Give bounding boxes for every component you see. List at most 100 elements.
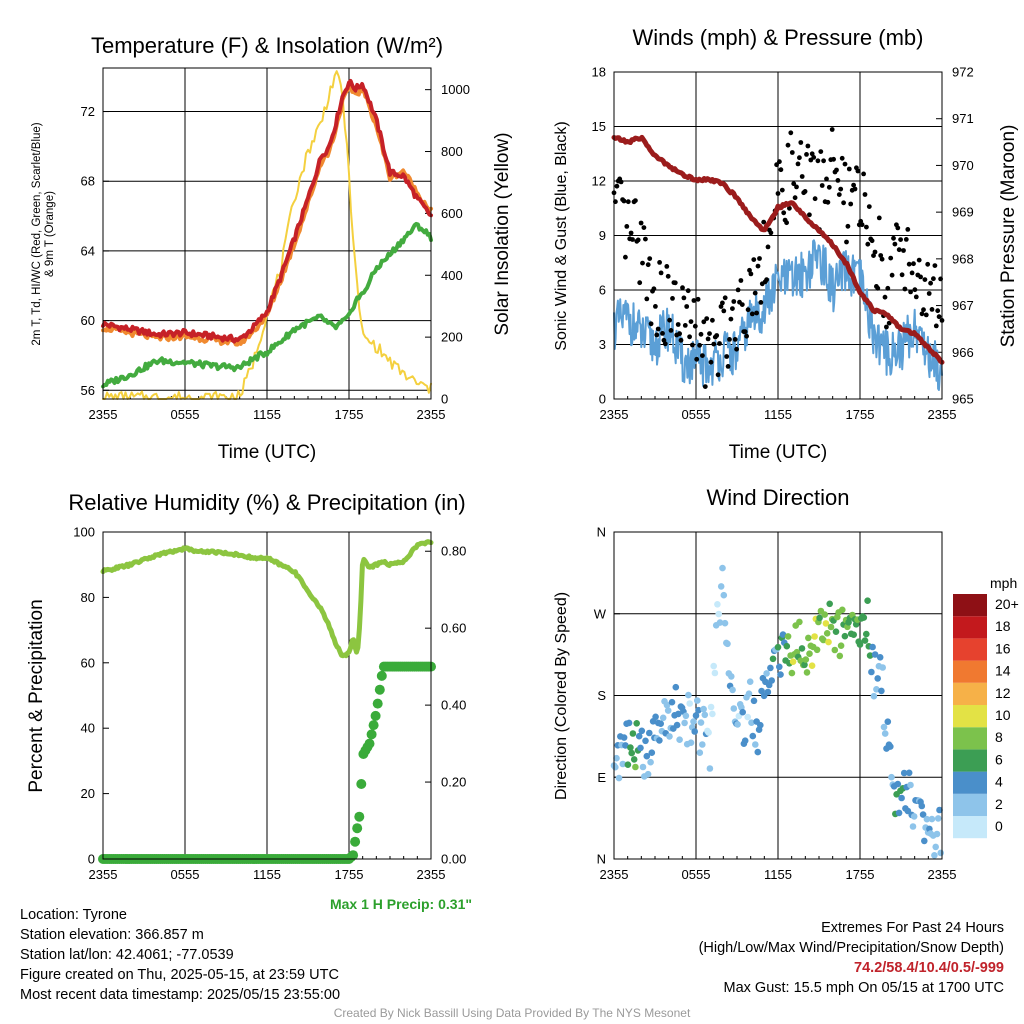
- direction-point: [741, 737, 749, 744]
- gust-point: [799, 174, 805, 179]
- direction-point: [868, 668, 875, 676]
- y-tick-label: 72: [81, 104, 95, 119]
- direction-point: [685, 691, 692, 699]
- legend-swatch: [953, 616, 987, 639]
- gust-point: [677, 331, 682, 337]
- gust-point: [774, 162, 779, 168]
- pressure-line: [611, 134, 945, 365]
- gust-point: [701, 319, 707, 325]
- direction-point: [656, 737, 663, 744]
- direction-point: [870, 692, 878, 700]
- direction-point: [695, 706, 702, 714]
- gust-point: [614, 183, 620, 189]
- gust-point: [781, 210, 787, 216]
- x-tick-label: 2355: [600, 407, 629, 422]
- gust-point: [645, 262, 651, 268]
- gust-point: [654, 332, 660, 338]
- direction-point: [648, 749, 656, 756]
- direction-point: [627, 744, 634, 751]
- direction-point: [881, 730, 889, 737]
- gust-point: [891, 235, 896, 241]
- gust-point: [845, 223, 851, 229]
- gust-point: [640, 260, 645, 266]
- direction-point: [668, 698, 676, 706]
- gust-point: [865, 241, 871, 247]
- gust-point: [628, 230, 634, 236]
- direction-point: [900, 769, 908, 777]
- gust-point: [841, 200, 846, 206]
- gust-point: [690, 342, 695, 348]
- direction-point: [798, 645, 806, 652]
- legend-swatch: [953, 771, 987, 794]
- gust-point: [765, 244, 771, 250]
- direction-point: [879, 664, 886, 671]
- latlon-text: Station lat/lon: 42.4061; -77.0539: [20, 947, 234, 963]
- y-axis-title: Direction (Colored By Speed): [553, 592, 570, 800]
- x-tick-label: 1755: [846, 867, 875, 882]
- gust-point: [692, 323, 698, 329]
- direction-point: [672, 683, 680, 691]
- gust-point: [778, 167, 784, 173]
- gust-point: [721, 308, 727, 314]
- gust-point: [807, 212, 812, 218]
- legend-label: 0: [995, 818, 1003, 834]
- chart-title: Wind Direction: [706, 485, 849, 510]
- direction-point: [699, 741, 706, 748]
- direction-point: [687, 739, 695, 746]
- gust-point: [851, 182, 856, 188]
- gust-point: [926, 291, 932, 296]
- legend-title: mph: [990, 575, 1017, 591]
- direction-point: [789, 658, 797, 665]
- direction-point: [763, 670, 770, 677]
- gust-point: [658, 270, 664, 276]
- plot-frame: [102, 531, 432, 860]
- y-axis-title-line2: & 9m T (Orange): [44, 191, 56, 277]
- gust-point: [879, 256, 885, 262]
- gust-point: [884, 324, 889, 330]
- y-axis-title: Sonic Wind & Gust (Blue, Black): [553, 121, 570, 350]
- gust-point: [852, 186, 858, 192]
- direction-point: [709, 710, 716, 718]
- direction-point: [664, 707, 672, 714]
- gust-point: [695, 296, 701, 302]
- gust-point: [831, 156, 836, 162]
- y-tick-label: N: [597, 852, 606, 867]
- gust-point: [668, 328, 674, 333]
- gust-point: [641, 225, 647, 231]
- direction-point: [931, 852, 938, 859]
- gust-point: [638, 220, 644, 226]
- gust-point: [764, 277, 769, 283]
- direction-point: [752, 741, 759, 748]
- x-tick-label: 2355: [928, 867, 957, 882]
- x-tick-label: 1155: [764, 867, 792, 882]
- direction-point: [856, 641, 864, 648]
- x-tick-label: 2355: [89, 407, 118, 422]
- direction-point: [832, 628, 840, 635]
- gust-point: [872, 249, 878, 255]
- y-tick-label: 3: [599, 337, 606, 352]
- direction-point: [863, 630, 870, 638]
- gust-point: [621, 198, 627, 204]
- gust-point: [625, 199, 631, 205]
- location-text: Location: Tyrone: [20, 907, 127, 923]
- gust-point: [862, 192, 868, 197]
- gust-point: [749, 311, 755, 317]
- gust-point: [909, 270, 915, 276]
- gust-point: [682, 323, 688, 328]
- precip-point: [354, 811, 365, 822]
- gust-point: [866, 204, 872, 210]
- direction-point: [898, 794, 905, 802]
- y-tick-label: N: [597, 525, 606, 540]
- gust-point: [908, 289, 913, 295]
- gust-point: [732, 337, 738, 342]
- precip-point: [364, 738, 375, 749]
- direction-point: [878, 687, 885, 695]
- y-tick-label: 64: [81, 243, 95, 258]
- wind-pressure-panel: 0 3 6 9 12 15 18 965 966 967 968 969 970 971 972 2355 05…: [553, 25, 1019, 463]
- gust-point: [672, 280, 678, 286]
- y-axis-title-line1: 2m T, Td, HI/WC (Red, Green, Scarlet/Blu…: [31, 122, 43, 345]
- gust-point: [714, 333, 720, 338]
- temperature-panel: 56 60 64 68 72 0 200 400 600 800 1000 2355 0555 1155 1…: [31, 33, 513, 463]
- y-tick-label: 15: [592, 119, 606, 134]
- gust-point: [882, 294, 888, 300]
